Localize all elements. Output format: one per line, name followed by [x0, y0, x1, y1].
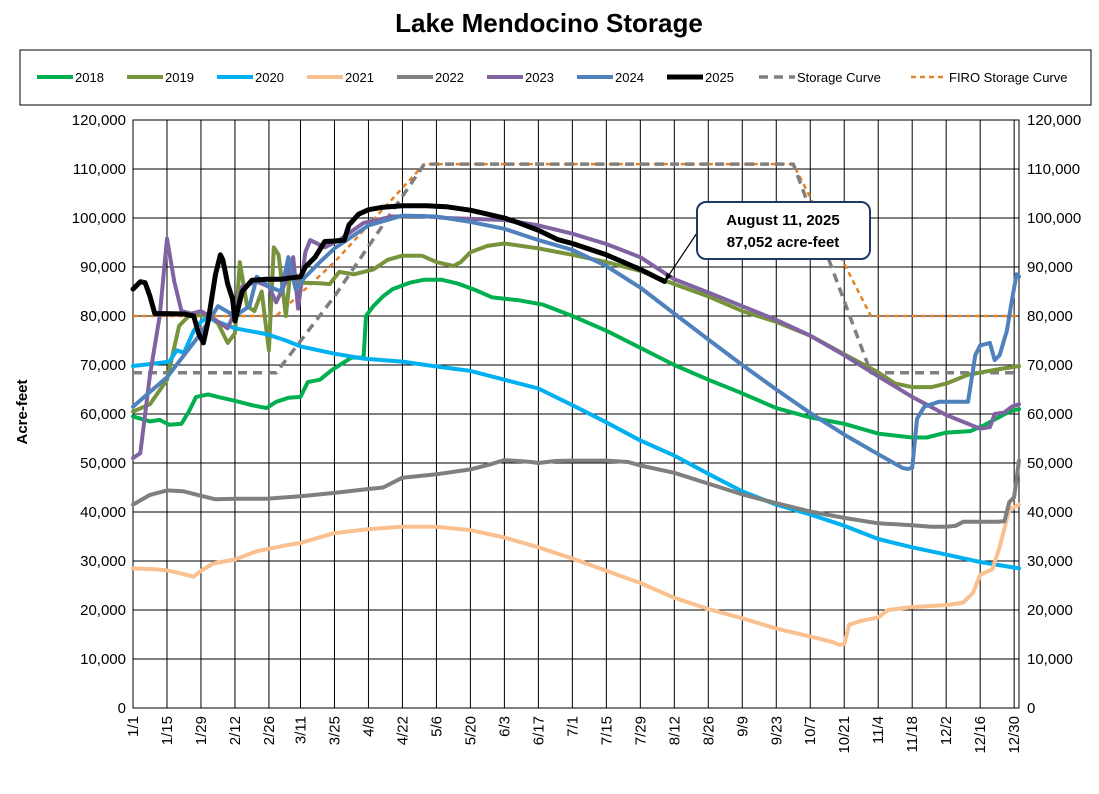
- y-axis-title: Acre-feet: [14, 379, 31, 444]
- y-tick-label-left: 70,000: [80, 357, 126, 374]
- annotation-value: 87,052 acre-feet: [727, 234, 840, 251]
- series-line-2022: [131, 458, 1021, 529]
- x-tick-label: 5/20: [462, 716, 479, 745]
- y-tick-label-left: 0: [118, 700, 126, 717]
- x-tick-label: 1/1: [125, 716, 142, 737]
- y-tick-label-right: 50,000: [1027, 455, 1073, 472]
- legend-label: FIRO Storage Curve: [949, 70, 1068, 85]
- y-tick-label-right: 30,000: [1027, 553, 1073, 570]
- y-tick-label-left: 30,000: [80, 553, 126, 570]
- y-tick-label-right: 90,000: [1027, 259, 1073, 276]
- legend-label: 2022: [435, 70, 464, 85]
- y-tick-label-left: 20,000: [80, 602, 126, 619]
- annotation-callout: August 11, 2025 87,052 acre-feet: [664, 201, 871, 282]
- y-tick-label-left: 50,000: [80, 455, 126, 472]
- legend-label: 2019: [165, 70, 194, 85]
- legend: 2018 2019 2020 2021 2022 2023 2024 2025 Storage …: [19, 49, 1092, 106]
- x-tick-label: 9/9: [734, 716, 751, 737]
- x-tick-label: 4/8: [360, 716, 377, 737]
- annotation-arrowhead: [664, 272, 672, 282]
- x-tick-label: 7/1: [564, 716, 581, 737]
- legend-label: 2021: [345, 70, 374, 85]
- legend-label: 2018: [75, 70, 104, 85]
- y-tick-label-left: 120,000: [72, 112, 126, 129]
- legend-label: Storage Curve: [797, 70, 881, 85]
- x-tick-label: 4/22: [394, 716, 411, 745]
- y-tick-label-right: 0: [1027, 700, 1035, 717]
- y-tick-label-left: 100,000: [72, 210, 126, 227]
- legend-label: 2020: [255, 70, 284, 85]
- y-tick-label-left: 110,000: [73, 161, 126, 178]
- legend-label: 2024: [615, 70, 644, 85]
- series-line-firo-storage-curve: [133, 162, 1019, 318]
- x-tick-label: 12/16: [972, 716, 989, 754]
- x-tick-label: 2/26: [261, 716, 278, 745]
- x-tick-label: 3/25: [326, 716, 343, 745]
- x-tick-label: 5/6: [428, 716, 445, 737]
- x-tick-label: 2/12: [227, 716, 244, 745]
- y-tick-label-right: 20,000: [1027, 602, 1073, 619]
- y-axis-left: 0 10,000 20,000 30,000 40,000 50,000 60,000 70,…: [72, 112, 126, 717]
- y-tick-label-left: 80,000: [80, 308, 126, 325]
- series-line-2024: [131, 213, 1021, 471]
- x-tick-label: 8/12: [666, 716, 683, 745]
- annotation-box: [696, 201, 871, 260]
- plot-area: [130, 119, 1021, 709]
- y-tick-label-right: 100,000: [1027, 210, 1081, 227]
- series-line-2018: [131, 277, 1021, 440]
- x-tick-label: 6/17: [530, 716, 547, 745]
- x-tick-label: 9/23: [768, 716, 785, 745]
- x-tick-label: 1/15: [159, 716, 176, 745]
- y-tick-label-left: 90,000: [80, 259, 126, 276]
- y-tick-label-left: 60,000: [80, 406, 126, 423]
- y-tick-label-left: 40,000: [80, 504, 126, 521]
- legend-label: 2023: [525, 70, 554, 85]
- y-tick-label-right: 120,000: [1027, 112, 1081, 129]
- x-tick-label: 6/3: [496, 716, 513, 737]
- x-tick-label: 10/7: [802, 716, 819, 745]
- y-tick-label-right: 80,000: [1027, 308, 1073, 325]
- x-tick-label: 12/30: [1006, 716, 1023, 754]
- y-tick-label-right: 40,000: [1027, 504, 1073, 521]
- x-tick-label: 7/15: [598, 716, 615, 745]
- y-tick-label-right: 10,000: [1027, 651, 1073, 668]
- x-tick-label: 10/21: [836, 716, 853, 754]
- x-tick-label: 7/29: [632, 716, 649, 745]
- y-tick-label-right: 60,000: [1027, 406, 1073, 423]
- x-tick-label: 11/4: [870, 716, 887, 744]
- series-line-2021: [131, 502, 1021, 647]
- legend-label: 2025: [705, 70, 734, 85]
- x-tick-label: 11/18: [904, 716, 921, 752]
- x-tick-label: 12/2: [938, 716, 955, 745]
- x-axis: 1/1 1/15 1/29 2/12 2/26 3/11 3/25 4/8 4/22 5/6 5/2…: [125, 716, 1023, 754]
- annotation-date: August 11, 2025: [726, 212, 839, 229]
- x-tick-label: 3/11: [292, 716, 309, 744]
- series-line-2025: [130, 203, 668, 346]
- chart-title: Lake Mendocino Storage: [395, 8, 703, 38]
- y-tick-label-right: 70,000: [1027, 357, 1073, 374]
- x-tick-label: 8/26: [700, 716, 717, 745]
- y-axis-right: 0 10,000 20,000 30,000 40,000 50,000 60,000 70,…: [1027, 112, 1081, 717]
- annotation-leader: [664, 232, 698, 282]
- series-lines: [130, 162, 1021, 647]
- x-tick-label: 1/29: [193, 716, 210, 745]
- series-line-2023: [131, 214, 1021, 461]
- y-tick-label-right: 110,000: [1027, 161, 1080, 178]
- y-tick-label-left: 10,000: [80, 651, 126, 668]
